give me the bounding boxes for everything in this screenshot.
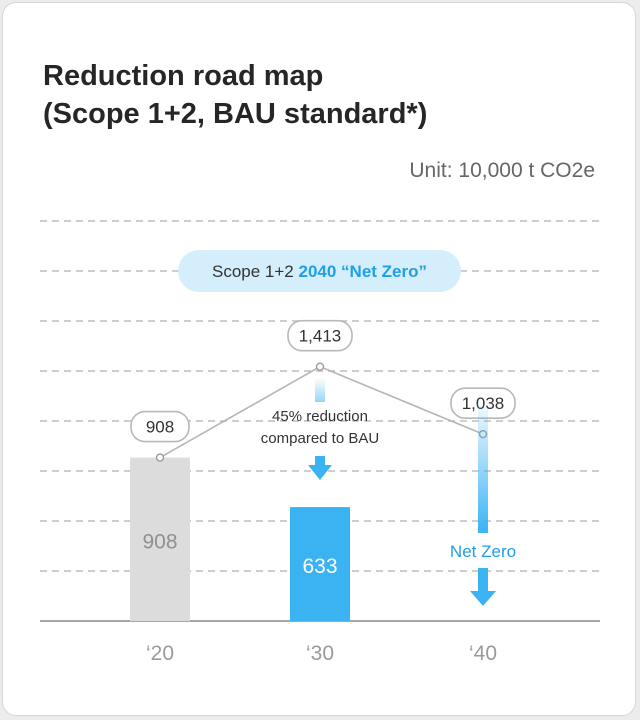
bau-point-1: [315, 362, 325, 371]
x-tick-label-2: ‘40: [469, 642, 497, 665]
chart-title-line1: Reduction road map: [43, 60, 324, 92]
net-zero-arrow: Net Zero: [450, 405, 516, 606]
x-tick-labels: ‘20 ‘30 ‘40: [146, 642, 497, 665]
annotation-line1: 45% reduction: [272, 408, 368, 425]
bau-value-label-1: 1,413: [299, 327, 342, 346]
bar-value-label-0: 908: [142, 530, 177, 553]
x-tick-label-0: ‘20: [146, 642, 174, 665]
bau-value-label-0: 908: [146, 418, 174, 437]
net-zero-label: Net Zero: [450, 542, 516, 561]
bars: 908 633: [130, 457, 350, 621]
banner-highlight: 2040 “Net Zero”: [299, 262, 428, 281]
reduction-arrow-head: [308, 465, 332, 480]
reduction-annotation: 45% reduction compared to BAU: [261, 378, 379, 480]
net-zero-arrow-shaft-lower: [478, 568, 488, 592]
bar-0: [130, 457, 190, 621]
reduction-arrow-shaft: [315, 456, 325, 466]
reduction-arrow-shaft-top: [315, 378, 325, 402]
bar-value-label-1: 633: [302, 555, 337, 578]
banner-prefix: Scope 1+2: [212, 262, 299, 281]
net-zero-banner-bg: [178, 250, 461, 292]
net-zero-arrow-head: [470, 591, 496, 606]
bau-label-pill-0: [130, 410, 190, 443]
x-tick-label-1: ‘30: [306, 642, 334, 665]
unit-label: Unit: 10,000 t CO2e: [409, 159, 595, 182]
chart-title-line2: (Scope 1+2, BAU standard*): [43, 98, 428, 130]
bau-point-0: [155, 453, 165, 462]
chart-title: Reduction road map (Scope 1+2, BAU stand…: [43, 57, 603, 133]
bau-value-label-2: 1,038: [462, 394, 505, 413]
net-zero-arrow-shaft: [478, 405, 488, 533]
bar-1: [290, 507, 350, 621]
net-zero-banner: Scope 1+2 2040 “Net Zero”: [178, 250, 461, 292]
bau-line-group: 908 1,413 1,038: [130, 319, 516, 462]
bau-label-pill-1: [287, 319, 353, 352]
net-zero-banner-text: Scope 1+2 2040 “Net Zero”: [212, 262, 427, 281]
annotation-line2: compared to BAU: [261, 430, 379, 447]
